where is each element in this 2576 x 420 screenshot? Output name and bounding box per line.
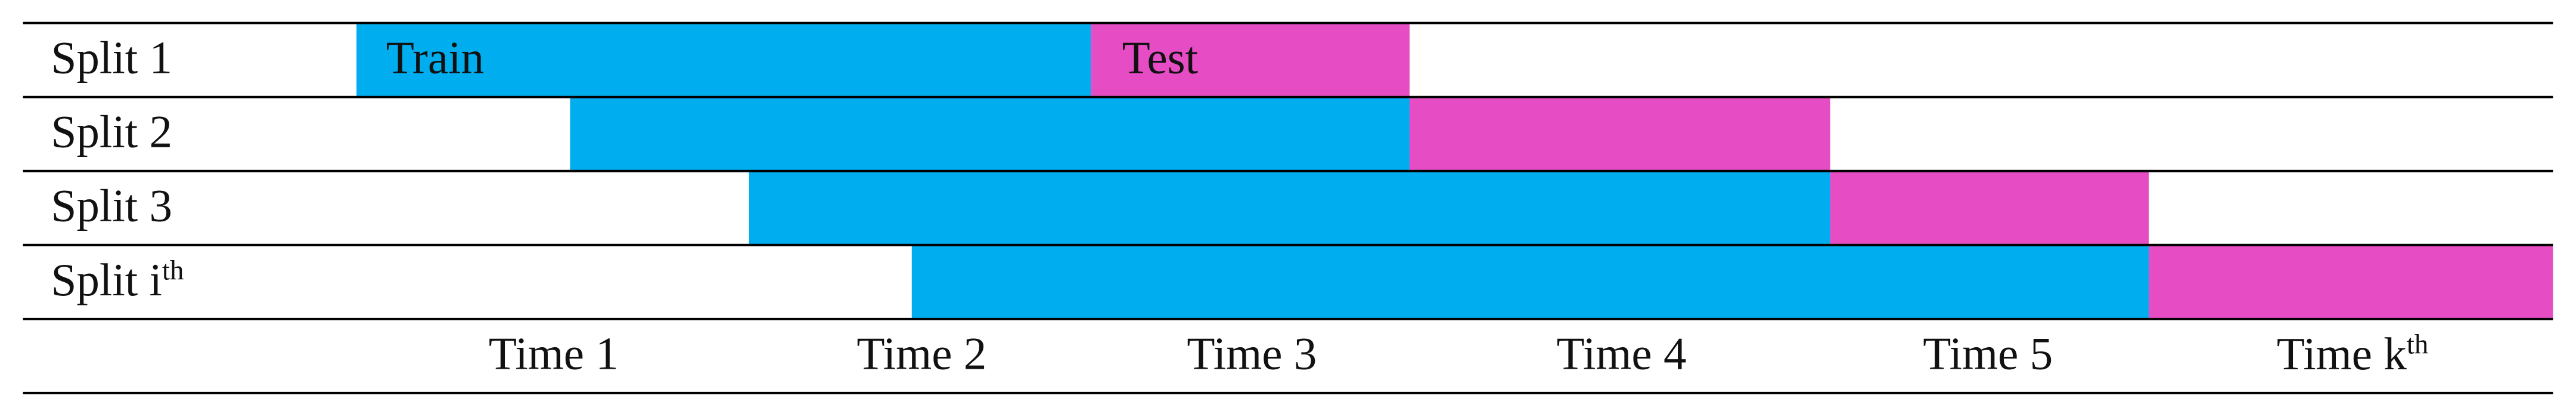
row-label-text: Split i bbox=[51, 254, 162, 305]
test-bar bbox=[2149, 245, 2553, 319]
column-label: Time 3 bbox=[1187, 328, 1317, 379]
column-label-sup: th bbox=[2407, 329, 2428, 360]
row-label: Split ith bbox=[51, 254, 184, 305]
train-label: Train bbox=[386, 32, 484, 83]
column-label-text: Time k bbox=[2277, 328, 2407, 379]
column-label: Time 1 bbox=[489, 328, 619, 379]
column-label: Time kth bbox=[2277, 328, 2428, 379]
train-bar bbox=[356, 23, 1091, 97]
train-bar bbox=[749, 171, 1830, 245]
test-bar bbox=[1409, 97, 1830, 171]
test-bar bbox=[1830, 171, 2149, 245]
column-label: Time 5 bbox=[1923, 328, 2053, 379]
column-label: Time 2 bbox=[856, 328, 986, 379]
train-bar bbox=[911, 245, 2149, 319]
row-label: Split 2 bbox=[51, 106, 172, 157]
row-label-sup: th bbox=[162, 255, 184, 286]
row-label: Split 1 bbox=[51, 32, 172, 83]
test-label: Test bbox=[1122, 32, 1198, 83]
train-bar bbox=[570, 97, 1410, 171]
column-label: Time 4 bbox=[1557, 328, 1687, 379]
test-bar bbox=[1091, 23, 1410, 97]
row-label: Split 3 bbox=[51, 180, 172, 231]
